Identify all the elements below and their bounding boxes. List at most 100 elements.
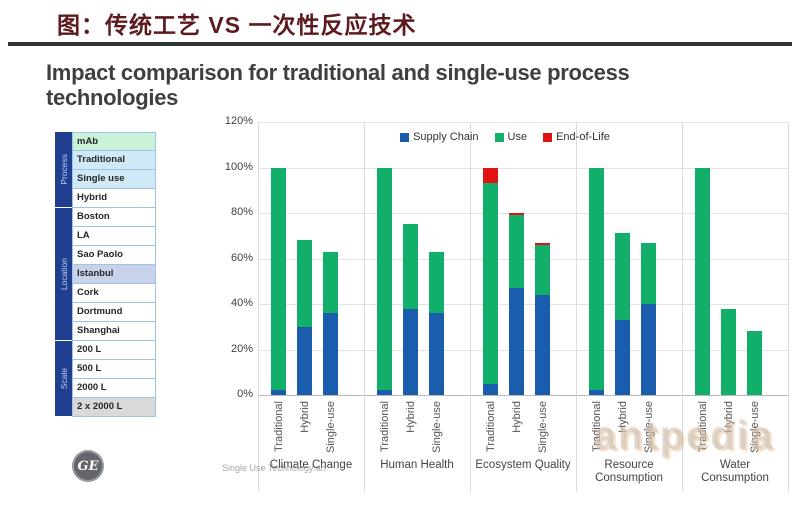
table-row: Cork <box>72 284 156 303</box>
y-tick-label: 120% <box>224 115 253 127</box>
footer-tagline: Single Use Technology an <box>222 463 326 473</box>
bar-hybrid <box>403 224 418 395</box>
x-tick-label: Traditional <box>485 401 497 452</box>
legend-swatch-end-of-life <box>543 132 553 142</box>
figure-title-cn: 图：传统工艺 VS 一次性反应技术 <box>57 12 417 38</box>
x-tick-label: Single-use <box>537 401 549 453</box>
bar-hybrid <box>297 240 312 395</box>
legend-label: Supply Chain <box>413 131 479 143</box>
bar-segment-use <box>535 244 550 295</box>
bar-traditional <box>377 167 392 396</box>
x-tick-label: Hybrid <box>299 401 311 433</box>
gridline <box>258 122 788 123</box>
table-row: Istanbul <box>72 265 156 284</box>
bar-segment-supply-chain <box>377 390 392 395</box>
bar-segment-supply-chain <box>615 319 630 395</box>
bar-segment-supply-chain <box>535 294 550 395</box>
gridline <box>258 167 788 169</box>
x-tick-label: Traditional <box>697 401 709 452</box>
table-row: LA <box>72 227 156 246</box>
bar-single-use <box>747 331 762 395</box>
x-tick-label: Single-use <box>325 401 337 453</box>
slide-title: Impact comparison for traditional and si… <box>46 60 630 110</box>
process-location-scale-table: Process mAb Traditional Single use Hybrid Loc… <box>55 132 157 417</box>
category-label: Resource Consumption <box>595 459 663 484</box>
legend-label: Use <box>507 131 528 143</box>
x-tick-label: Traditional <box>591 401 603 452</box>
table-row: 2000 L <box>72 379 156 398</box>
bar-hybrid <box>509 213 524 395</box>
category-label: Water Consumption <box>701 459 769 484</box>
bar-single-use <box>429 251 444 395</box>
x-tick-label: Hybrid <box>405 401 417 433</box>
bar-single-use <box>535 242 550 395</box>
x-tick-label: Traditional <box>379 401 391 452</box>
chart-legend: Supply Chain Use End-of-Life <box>240 131 770 143</box>
bar-segment-use <box>377 167 392 391</box>
bar-traditional <box>483 167 498 396</box>
x-tick-label: Single-use <box>431 401 443 453</box>
bar-segment-use <box>695 167 710 395</box>
bar-segment-supply-chain <box>641 303 656 395</box>
bar-segment-use <box>403 224 418 309</box>
group-separator <box>364 122 365 492</box>
y-tick-label: 80% <box>230 206 253 218</box>
y-tick-label: 40% <box>230 297 253 309</box>
x-tick-label: Single-use <box>749 401 761 453</box>
bar-traditional <box>589 167 604 396</box>
bar-segment-supply-chain <box>323 313 338 395</box>
legend-item: Use <box>494 131 528 143</box>
group-separator <box>576 122 577 492</box>
bar-single-use <box>323 251 338 395</box>
bar-segment-end-of-life <box>535 242 550 245</box>
bar-segment-use <box>641 242 656 304</box>
x-tick-label: Traditional <box>273 401 285 452</box>
x-tick-label: Single-use <box>643 401 655 453</box>
sidebar-band-process: Process <box>55 132 72 208</box>
sidebar-band-location: Location <box>55 208 72 341</box>
sidebar-band-scale: Scale <box>55 341 72 417</box>
bar-segment-supply-chain <box>429 313 444 395</box>
bar-segment-use <box>509 215 524 289</box>
bar-hybrid <box>721 308 736 395</box>
group-separator <box>788 122 789 492</box>
ge-logo: GE <box>72 450 104 482</box>
bar-segment-use <box>483 183 498 384</box>
y-tick-label: 60% <box>230 251 253 264</box>
legend-item: Supply Chain <box>400 131 479 143</box>
bar-segment-supply-chain <box>483 383 498 395</box>
x-tick-label: Hybrid <box>617 401 629 433</box>
table-row: 2 x 2000 L <box>72 398 156 417</box>
bar-segment-supply-chain <box>509 288 524 395</box>
legend-label: End-of-Life <box>556 131 610 143</box>
bar-segment-use <box>297 240 312 327</box>
group-separator <box>682 122 683 492</box>
table-row: Dortmund <box>72 303 156 322</box>
y-tick-label: 20% <box>230 342 253 355</box>
legend-swatch-use <box>494 132 504 142</box>
category-label: Human Health <box>380 459 454 471</box>
bar-segment-use <box>429 251 444 314</box>
bar-segment-supply-chain <box>589 390 604 395</box>
title-divider <box>8 42 792 46</box>
table-row: Single use <box>72 170 156 189</box>
bar-segment-supply-chain <box>297 326 312 395</box>
bar-traditional <box>271 167 286 396</box>
table-row: Sao Paolo <box>72 246 156 265</box>
bar-single-use <box>641 242 656 395</box>
bar-segment-use <box>323 251 338 314</box>
table-row: Shanghai <box>72 322 156 341</box>
y-tick-label: 0% <box>237 388 253 400</box>
bar-segment-use <box>589 167 604 391</box>
table-row: 500 L <box>72 360 156 379</box>
bar-segment-use <box>615 233 630 320</box>
bar-segment-supply-chain <box>403 308 418 395</box>
bar-segment-end-of-life <box>509 213 524 216</box>
y-tick-label: 100% <box>224 160 253 173</box>
legend-swatch-supply-chain <box>400 132 410 142</box>
category-label: Ecosystem Quality <box>475 459 571 471</box>
ge-logo-monogram: GE <box>77 458 99 474</box>
legend-item: End-of-Life <box>543 131 610 143</box>
